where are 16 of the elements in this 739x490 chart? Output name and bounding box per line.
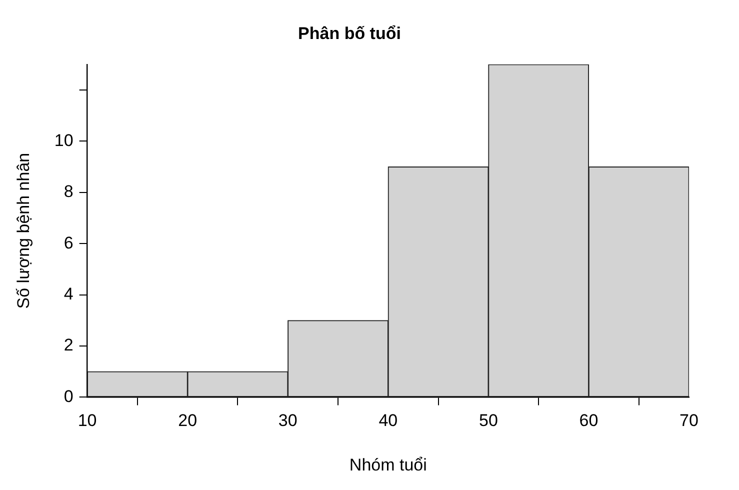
y-tick-label: 8 [64, 182, 74, 202]
x-tick-label: 60 [579, 411, 598, 430]
chart-title: Phân bố tuổi [298, 24, 401, 43]
x-axis-title: Nhóm tuổi [349, 455, 427, 474]
y-tick-label: 10 [54, 130, 74, 150]
y-tick-label: 2 [64, 336, 74, 355]
x-tick-label: 20 [178, 411, 198, 430]
x-tick-label: 70 [680, 411, 698, 430]
y-tick-label: 6 [64, 233, 74, 252]
x-tick-label: 50 [478, 411, 498, 430]
x-tick-label: 10 [78, 411, 97, 430]
y-tick-label: 4 [64, 284, 74, 304]
x-tick-label: 30 [278, 411, 298, 430]
y-tick-label: 0 [64, 386, 74, 406]
y-axis-title: Số lượng bệnh nhân [14, 152, 33, 309]
x-tick-label: 40 [378, 411, 398, 430]
